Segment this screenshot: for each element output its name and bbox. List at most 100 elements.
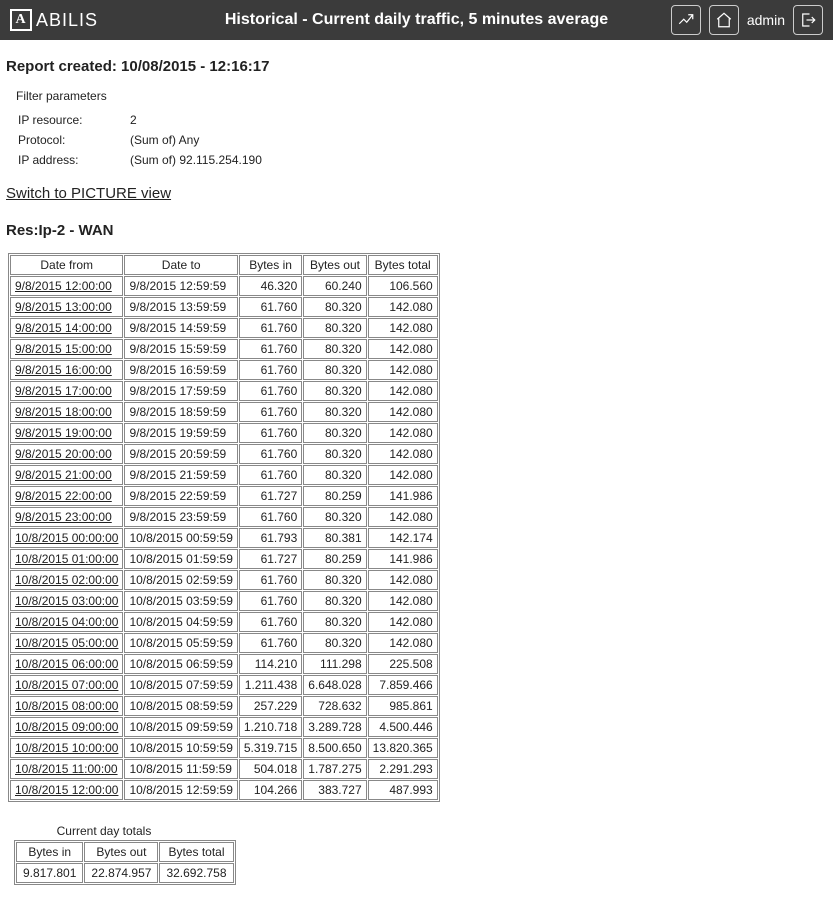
table-row: 9/8/2015 23:00:009/8/2015 23:59:5961.760… [10, 507, 438, 527]
numeric-cell: 61.760 [239, 612, 302, 632]
table-row: 10/8/2015 10:00:0010/8/2015 10:59:595.31… [10, 738, 438, 758]
numeric-cell: 4.500.446 [368, 717, 438, 737]
table-row: 10/8/2015 00:00:0010/8/2015 00:59:5961.7… [10, 528, 438, 548]
date-from-link[interactable]: 9/8/2015 23:00:00 [10, 507, 123, 527]
table-row: 9/8/2015 17:00:009/8/2015 17:59:5961.760… [10, 381, 438, 401]
numeric-cell: 80.259 [303, 486, 366, 506]
brand-logo-icon: A [10, 9, 32, 31]
filter-row: IP address:(Sum of) 92.115.254.190 [18, 151, 262, 169]
numeric-cell: 61.760 [239, 402, 302, 422]
table-row: 10/8/2015 03:00:0010/8/2015 03:59:5961.7… [10, 591, 438, 611]
numeric-cell: 142.080 [368, 444, 438, 464]
numeric-cell: 80.320 [303, 381, 366, 401]
date-to-cell: 10/8/2015 08:59:59 [124, 696, 237, 716]
date-to-cell: 10/8/2015 01:59:59 [124, 549, 237, 569]
numeric-cell: 8.500.650 [303, 738, 366, 758]
numeric-cell: 142.174 [368, 528, 438, 548]
date-from-link[interactable]: 9/8/2015 19:00:00 [10, 423, 123, 443]
table-row: 10/8/2015 12:00:0010/8/2015 12:59:59104.… [10, 780, 438, 800]
date-from-link[interactable]: 9/8/2015 16:00:00 [10, 360, 123, 380]
numeric-cell: 142.080 [368, 339, 438, 359]
date-from-link[interactable]: 10/8/2015 00:00:00 [10, 528, 123, 548]
numeric-cell: 106.560 [368, 276, 438, 296]
date-from-link[interactable]: 9/8/2015 12:00:00 [10, 276, 123, 296]
numeric-cell: 142.080 [368, 318, 438, 338]
numeric-cell: 80.320 [303, 297, 366, 317]
content-area: Report created: 10/08/2015 - 12:16:17 Fi… [0, 40, 833, 905]
date-from-link[interactable]: 10/8/2015 04:00:00 [10, 612, 123, 632]
date-to-cell: 9/8/2015 14:59:59 [124, 318, 237, 338]
numeric-cell: 5.319.715 [239, 738, 302, 758]
totals-header: Bytes in [16, 842, 83, 862]
date-to-cell: 9/8/2015 17:59:59 [124, 381, 237, 401]
date-to-cell: 10/8/2015 00:59:59 [124, 528, 237, 548]
report-created-label: Report created: [6, 58, 117, 75]
numeric-cell: 61.760 [239, 465, 302, 485]
date-from-link[interactable]: 9/8/2015 20:00:00 [10, 444, 123, 464]
numeric-cell: 80.320 [303, 318, 366, 338]
numeric-cell: 61.760 [239, 339, 302, 359]
numeric-cell: 80.381 [303, 528, 366, 548]
numeric-cell: 257.229 [239, 696, 302, 716]
home-icon-button[interactable] [709, 5, 739, 35]
numeric-cell: 60.240 [303, 276, 366, 296]
filters-table: IP resource:2Protocol:(Sum of) AnyIP add… [16, 109, 264, 171]
numeric-cell: 61.727 [239, 549, 302, 569]
chart-icon-button[interactable] [671, 5, 701, 35]
numeric-cell: 141.986 [368, 486, 438, 506]
numeric-cell: 985.861 [368, 696, 438, 716]
date-from-link[interactable]: 10/8/2015 05:00:00 [10, 633, 123, 653]
totals-value: 9.817.801 [16, 863, 83, 883]
table-row: 10/8/2015 06:00:0010/8/2015 06:59:59114.… [10, 654, 438, 674]
numeric-cell: 142.080 [368, 507, 438, 527]
date-from-link[interactable]: 10/8/2015 03:00:00 [10, 591, 123, 611]
numeric-cell: 142.080 [368, 423, 438, 443]
numeric-cell: 80.320 [303, 612, 366, 632]
table-header: Date to [124, 255, 237, 275]
date-from-link[interactable]: 10/8/2015 09:00:00 [10, 717, 123, 737]
date-from-link[interactable]: 9/8/2015 13:00:00 [10, 297, 123, 317]
numeric-cell: 61.760 [239, 591, 302, 611]
logout-icon-button[interactable] [793, 5, 823, 35]
date-from-link[interactable]: 10/8/2015 11:00:00 [10, 759, 123, 779]
date-from-link[interactable]: 9/8/2015 17:00:00 [10, 381, 123, 401]
date-to-cell: 9/8/2015 13:59:59 [124, 297, 237, 317]
date-from-link[interactable]: 10/8/2015 06:00:00 [10, 654, 123, 674]
table-row: 9/8/2015 14:00:009/8/2015 14:59:5961.760… [10, 318, 438, 338]
date-to-cell: 10/8/2015 10:59:59 [124, 738, 237, 758]
switch-view-link[interactable]: Switch to PICTURE view [6, 185, 171, 202]
totals-value: 32.692.758 [159, 863, 233, 883]
date-from-link[interactable]: 9/8/2015 21:00:00 [10, 465, 123, 485]
numeric-cell: 80.320 [303, 444, 366, 464]
date-from-link[interactable]: 9/8/2015 18:00:00 [10, 402, 123, 422]
filter-label: Protocol: [18, 131, 128, 149]
table-row: 10/8/2015 05:00:0010/8/2015 05:59:5961.7… [10, 633, 438, 653]
numeric-cell: 1.210.718 [239, 717, 302, 737]
date-to-cell: 9/8/2015 16:59:59 [124, 360, 237, 380]
table-row: 9/8/2015 16:00:009/8/2015 16:59:5961.760… [10, 360, 438, 380]
filter-value: 2 [130, 111, 262, 129]
numeric-cell: 80.320 [303, 360, 366, 380]
date-from-link[interactable]: 9/8/2015 15:00:00 [10, 339, 123, 359]
date-from-link[interactable]: 10/8/2015 02:00:00 [10, 570, 123, 590]
table-row: 10/8/2015 07:00:0010/8/2015 07:59:591.21… [10, 675, 438, 695]
date-from-link[interactable]: 10/8/2015 01:00:00 [10, 549, 123, 569]
date-from-link[interactable]: 10/8/2015 07:00:00 [10, 675, 123, 695]
date-from-link[interactable]: 9/8/2015 22:00:00 [10, 486, 123, 506]
table-row: 9/8/2015 13:00:009/8/2015 13:59:5961.760… [10, 297, 438, 317]
numeric-cell: 383.727 [303, 780, 366, 800]
date-from-link[interactable]: 10/8/2015 10:00:00 [10, 738, 123, 758]
table-row: 10/8/2015 08:00:0010/8/2015 08:59:59257.… [10, 696, 438, 716]
filter-value: (Sum of) Any [130, 131, 262, 149]
table-row: 9/8/2015 19:00:009/8/2015 19:59:5961.760… [10, 423, 438, 443]
numeric-cell: 61.760 [239, 297, 302, 317]
numeric-cell: 6.648.028 [303, 675, 366, 695]
date-from-link[interactable]: 10/8/2015 08:00:00 [10, 696, 123, 716]
numeric-cell: 80.320 [303, 465, 366, 485]
table-row: 10/8/2015 09:00:0010/8/2015 09:59:591.21… [10, 717, 438, 737]
table-row: 9/8/2015 21:00:009/8/2015 21:59:5961.760… [10, 465, 438, 485]
date-from-link[interactable]: 9/8/2015 14:00:00 [10, 318, 123, 338]
date-from-link[interactable]: 10/8/2015 12:00:00 [10, 780, 123, 800]
numeric-cell: 104.266 [239, 780, 302, 800]
numeric-cell: 111.298 [303, 654, 366, 674]
